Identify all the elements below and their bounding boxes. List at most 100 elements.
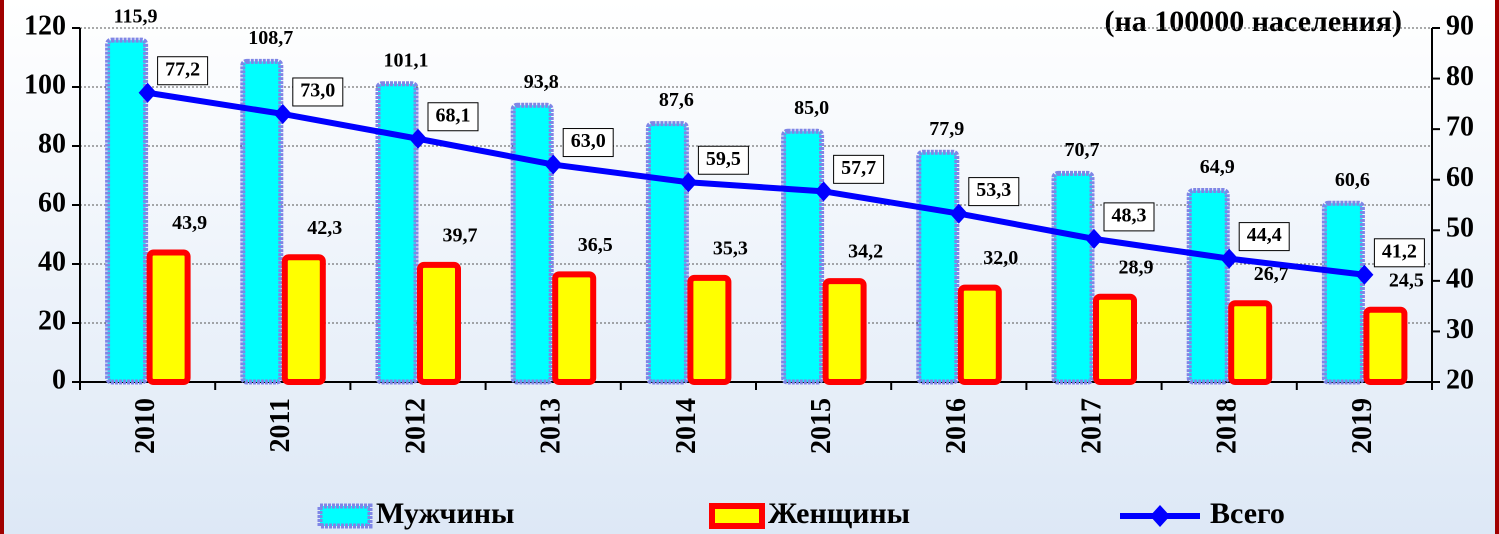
line-label-box: [1103, 202, 1155, 232]
legend-label: Женщины: [768, 497, 910, 530]
line-value-label: 48,3: [1112, 204, 1147, 226]
line-marker: [1355, 264, 1374, 285]
line-label-box: [1238, 222, 1290, 252]
line-value-label: 53,3: [976, 179, 1011, 201]
bar: [781, 128, 825, 385]
bar-value-label: 35,3: [713, 237, 748, 259]
line-value-label: 73,0: [300, 80, 335, 102]
line-value-label: 63,0: [571, 130, 606, 152]
bar-value-label: 42,3: [307, 217, 342, 239]
line-value-label: 68,1: [436, 104, 471, 126]
line-value-label: 41,2: [1382, 240, 1417, 262]
bar-value-label: 24,5: [1389, 269, 1424, 291]
bar-value-label: 108,7: [248, 27, 293, 49]
bar-value-label: 64,9: [1200, 156, 1235, 178]
bar: [510, 102, 554, 385]
y2-tick-label: 40: [1446, 263, 1474, 294]
y2-tick-label: 50: [1446, 213, 1474, 244]
bar-value-label: 77,9: [929, 118, 964, 140]
x-tick-label: 2018: [1212, 398, 1243, 454]
line-label-box: [562, 128, 614, 158]
line-marker: [1085, 228, 1103, 249]
y-tick-label: 100: [24, 69, 66, 100]
line-marker: [1220, 248, 1239, 269]
bar-value-label: 101,1: [384, 49, 429, 71]
bar: [240, 58, 284, 385]
bar-value-label: 32,0: [983, 247, 1018, 269]
x-tick-label: 2012: [400, 398, 431, 454]
bar: [1363, 306, 1408, 386]
bar: [105, 37, 149, 385]
bar-value-label: 26,7: [1254, 263, 1289, 285]
line-marker: [814, 181, 833, 202]
line-marker: [949, 203, 968, 224]
x-tick-label: 2010: [130, 398, 161, 454]
bar: [1186, 188, 1230, 385]
line-marker: [409, 128, 427, 149]
x-tick-label: 2017: [1076, 398, 1107, 454]
legend-label: Мужчины: [376, 497, 514, 530]
x-tick-label: 2011: [265, 398, 296, 452]
bar: [957, 284, 1002, 386]
bar: [822, 278, 867, 385]
bar: [417, 261, 461, 386]
line-label-box: [292, 77, 344, 107]
chart-title: (на 100000 населения): [1105, 5, 1403, 38]
y2-tick-label: 30: [1446, 314, 1474, 345]
border-left: [0, 0, 4, 534]
bar: [1228, 300, 1273, 385]
bar-value-label: 39,7: [443, 224, 478, 246]
bar-value-label: 70,7: [1065, 139, 1100, 161]
legend-swatch: [709, 503, 765, 529]
bar: [146, 249, 191, 385]
line-marker: [679, 172, 698, 193]
y-tick-label: 0: [52, 364, 66, 395]
bar: [552, 271, 597, 386]
bar: [1051, 170, 1095, 385]
bar: [1321, 200, 1365, 385]
legend-marker: [1150, 505, 1170, 527]
y2-tick-label: 70: [1446, 112, 1474, 143]
line-label-box: [968, 177, 1020, 207]
y2-tick-label: 80: [1446, 61, 1474, 92]
bar: [1093, 293, 1137, 385]
y2-tick-label: 20: [1446, 364, 1474, 395]
legend-swatch: [317, 503, 373, 529]
bar-value-label: 115,9: [114, 6, 158, 28]
line-label-box: [697, 145, 749, 175]
x-tick-label: 2014: [671, 398, 702, 454]
x-tick-label: 2016: [941, 398, 972, 454]
bar-value-label: 87,6: [659, 89, 694, 111]
y-tick-label: 80: [38, 128, 66, 159]
line-marker: [544, 154, 563, 175]
y-tick-label: 120: [24, 10, 66, 41]
bar-value-label: 34,2: [848, 241, 883, 263]
border-right: [1495, 0, 1499, 534]
x-tick-label: 2019: [1347, 398, 1378, 454]
line-label-box: [427, 102, 479, 132]
y-tick-label: 20: [38, 305, 66, 336]
bar-value-label: 85,0: [794, 97, 829, 119]
line-value-label: 59,5: [706, 148, 741, 170]
x-tick-label: 2013: [536, 398, 567, 454]
bar-value-label: 60,6: [1335, 169, 1370, 191]
bar: [645, 121, 689, 385]
bar-value-label: 93,8: [524, 71, 559, 93]
line-value-label: 77,2: [165, 58, 200, 80]
line-value-label: 57,7: [841, 157, 876, 179]
line-label-box: [157, 56, 209, 86]
bar: [916, 149, 960, 385]
line-label-box: [833, 154, 885, 184]
bar: [687, 274, 732, 385]
legend-label: Всего: [1210, 497, 1285, 530]
bar: [281, 254, 326, 385]
x-tick-label: 2015: [806, 398, 837, 454]
bar-value-label: 36,5: [578, 234, 613, 256]
bar-value-label: 43,9: [172, 212, 207, 234]
line-value-label: 44,4: [1247, 224, 1282, 246]
line-marker: [138, 82, 157, 103]
line-label-box: [1373, 238, 1425, 268]
y2-tick-label: 90: [1446, 10, 1474, 41]
